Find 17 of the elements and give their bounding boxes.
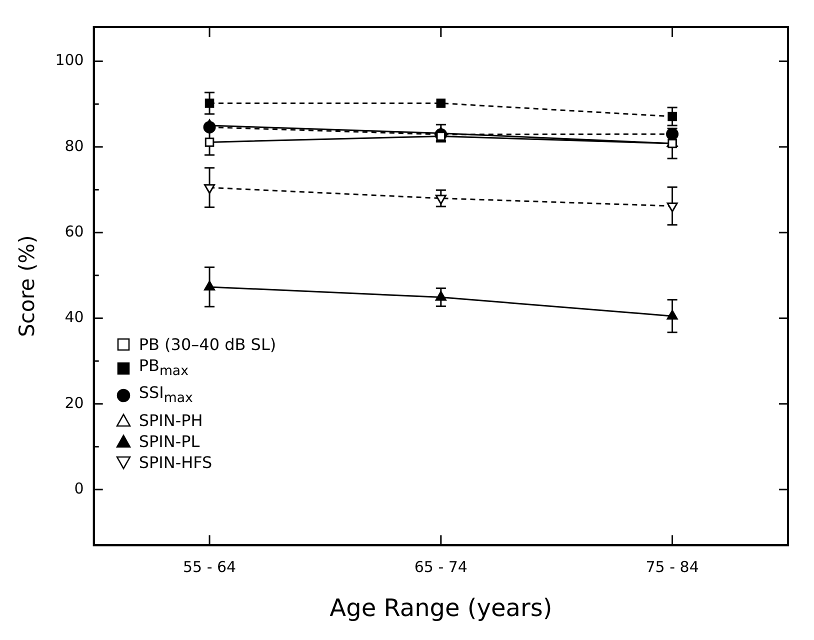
legend-label: SSI$_{max}$ bbox=[138, 383, 193, 409]
legend-label: PB (30–40 dB SL) bbox=[138, 335, 276, 354]
y-tick-label: 20 bbox=[64, 394, 84, 412]
y-tick-label: 80 bbox=[64, 136, 84, 155]
x-tick-label: 55 - 64 bbox=[182, 558, 236, 576]
legend-label: SPIN-PH bbox=[138, 410, 203, 430]
y-axis-title: Score (%) bbox=[15, 235, 40, 338]
x-tick-label: 75 - 84 bbox=[646, 558, 699, 576]
legend-label: SPIN-HFS bbox=[138, 452, 212, 472]
y-tick-label: 0 bbox=[74, 479, 84, 498]
y-tick-label: 60 bbox=[64, 222, 84, 240]
legend-label: PB$_{max}$ bbox=[138, 356, 188, 382]
x-axis-title: Age Range (years) bbox=[330, 594, 552, 622]
legend-label: SPIN-PL bbox=[138, 432, 200, 451]
y-tick-label: 40 bbox=[64, 308, 84, 326]
y-tick-label: 100 bbox=[55, 51, 84, 70]
x-tick-label: 65 - 74 bbox=[414, 558, 468, 576]
